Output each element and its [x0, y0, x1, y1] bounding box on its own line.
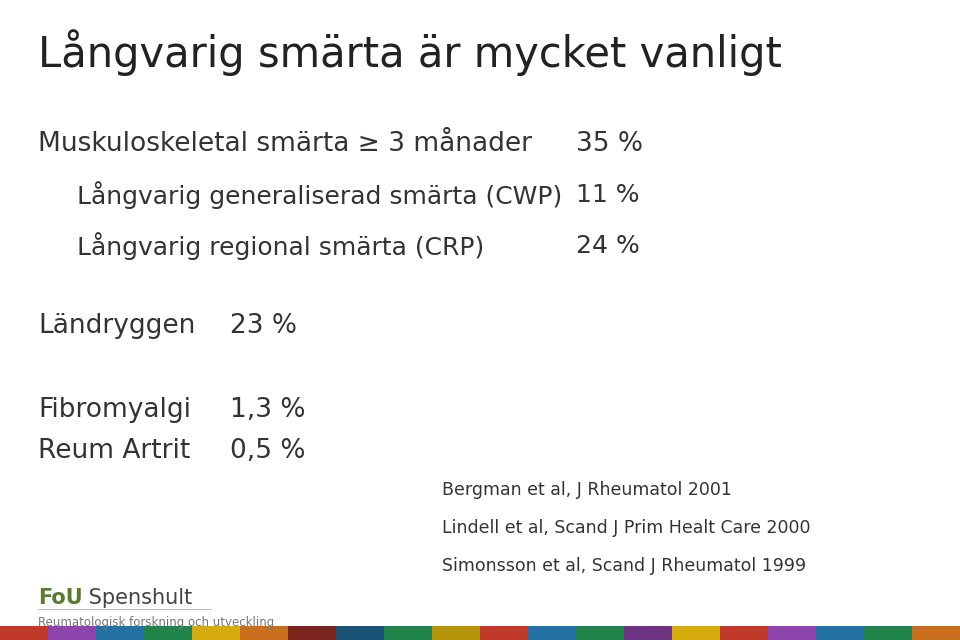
Text: Fibromyalgi: Fibromyalgi — [38, 397, 191, 422]
Text: 0,5 %: 0,5 % — [230, 438, 306, 464]
Text: 1,3 %: 1,3 % — [230, 397, 306, 422]
Text: 23 %: 23 % — [230, 314, 298, 339]
Bar — [480, 626, 528, 640]
Text: Långvarig regional smärta (CRP): Långvarig regional smärta (CRP) — [77, 232, 484, 260]
Bar — [672, 626, 720, 640]
Bar — [576, 626, 624, 640]
Text: 11 %: 11 % — [576, 183, 639, 207]
Bar — [912, 626, 960, 640]
Bar — [384, 626, 432, 640]
Text: Lindell et al, Scand J Prim Healt Care 2000: Lindell et al, Scand J Prim Healt Care 2… — [442, 519, 810, 537]
Bar — [0, 626, 48, 640]
Bar — [48, 626, 96, 640]
Text: Bergman et al, J Rheumatol 2001: Bergman et al, J Rheumatol 2001 — [442, 481, 732, 499]
Text: Långvarig generaliserad smärta (CWP): Långvarig generaliserad smärta (CWP) — [77, 181, 562, 209]
Bar — [624, 626, 672, 640]
Text: FoU: FoU — [38, 588, 83, 609]
Bar — [144, 626, 192, 640]
Text: Reum Artrit: Reum Artrit — [38, 438, 191, 464]
Bar — [192, 626, 240, 640]
Text: Ländryggen: Ländryggen — [38, 314, 196, 339]
Bar — [864, 626, 912, 640]
Bar — [768, 626, 816, 640]
Text: Muskuloskeletal smärta ≥ 3 månader: Muskuloskeletal smärta ≥ 3 månader — [38, 131, 533, 157]
Bar — [96, 626, 144, 640]
Text: Långvarig smärta är mycket vanligt: Långvarig smärta är mycket vanligt — [38, 29, 782, 76]
Bar — [432, 626, 480, 640]
Bar — [240, 626, 288, 640]
Bar — [720, 626, 768, 640]
Text: Spenshult: Spenshult — [82, 588, 192, 609]
Bar — [816, 626, 864, 640]
Text: Reumatologisk forskning och utveckling: Reumatologisk forskning och utveckling — [38, 616, 275, 628]
Text: Simonsson et al, Scand J Rheumatol 1999: Simonsson et al, Scand J Rheumatol 1999 — [442, 557, 805, 575]
Bar — [288, 626, 336, 640]
Bar — [528, 626, 576, 640]
Bar — [336, 626, 384, 640]
Text: 24 %: 24 % — [576, 234, 639, 259]
Text: 35 %: 35 % — [576, 131, 643, 157]
